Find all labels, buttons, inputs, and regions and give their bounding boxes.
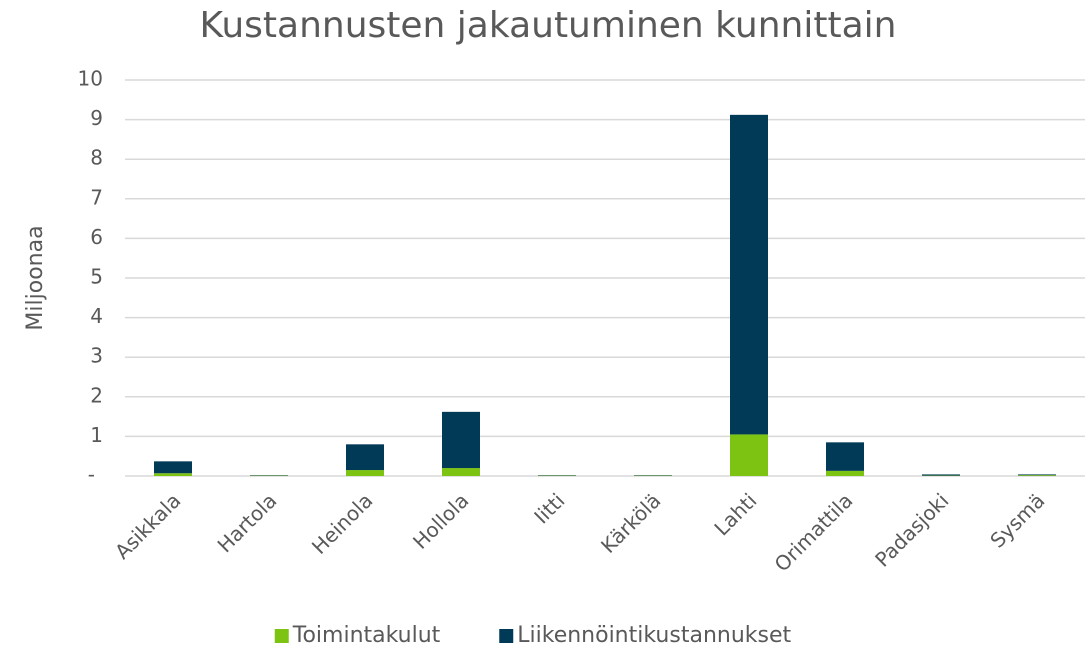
bar-segment: [154, 473, 192, 476]
bar-segment: [442, 468, 480, 476]
y-tick-label: 5: [90, 265, 103, 289]
bar-segment: [442, 411, 480, 469]
bar-segment: [1018, 474, 1056, 476]
x-tick-label: Padasjoki: [870, 488, 953, 571]
y-axis-label: Miljoonaa: [23, 225, 48, 330]
bar-segment: [730, 434, 768, 476]
y-tick-label: -: [88, 463, 95, 487]
x-tick-label: Heinola: [307, 488, 377, 558]
bar-segment: [826, 470, 864, 476]
bar-segment: [154, 461, 192, 474]
bar-segment: [346, 444, 384, 471]
legend-swatch: [499, 629, 514, 643]
y-tick-label: 3: [90, 344, 103, 368]
x-tick-label: Asikkala: [110, 488, 185, 563]
x-tick-label: Hollola: [408, 488, 473, 553]
x-tick-label: Sysmä: [985, 488, 1049, 552]
legend-swatch: [274, 629, 289, 643]
bar-segment: [346, 470, 384, 476]
bar-segment: [922, 474, 960, 476]
x-tick-label: Hartola: [213, 488, 282, 557]
y-tick-label: 10: [78, 67, 103, 91]
y-tick-label: 4: [90, 304, 103, 328]
x-tick-label: Iitti: [529, 488, 569, 528]
y-tick-label: 8: [90, 146, 103, 170]
bar-segment: [730, 114, 768, 435]
y-tick-label: 6: [90, 225, 103, 249]
legend-label: Toimintakulut: [292, 623, 441, 648]
chart-title: Kustannusten jakautuminen kunnittain: [200, 5, 897, 46]
y-tick-label: 9: [90, 106, 103, 130]
legend-label: Liikennöintikustannukset: [517, 623, 791, 648]
x-tick-label: Kärkölä: [596, 488, 665, 557]
y-tick-label: 1: [90, 423, 103, 447]
x-tick-label: Lahti: [709, 488, 761, 540]
x-tick-label: Orimattila: [770, 488, 858, 576]
y-tick-label: 2: [90, 383, 103, 407]
bar-segment: [826, 442, 864, 471]
bar-segment: [1018, 475, 1056, 476]
y-tick-label: 7: [90, 185, 103, 209]
